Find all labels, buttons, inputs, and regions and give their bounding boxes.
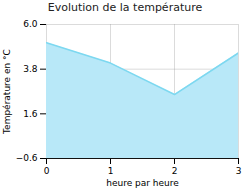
svg-text:3.8: 3.8 [23, 64, 38, 74]
html-text:Evolution de la température: Evolution de la température [47, 1, 203, 14]
svg-text:heure par heure: heure par heure [106, 178, 179, 188]
svg-text:6.0: 6.0 [23, 19, 38, 29]
svg-text:2: 2 [172, 166, 178, 176]
svg-text:Température en °C: Température en °C [2, 49, 12, 135]
svg-text:0: 0 [44, 166, 50, 176]
svg-text:3: 3 [236, 166, 242, 176]
svg-text:1: 1 [108, 166, 114, 176]
svg-text:1.6: 1.6 [23, 109, 38, 119]
svg-text:−0.6: −0.6 [16, 153, 38, 163]
